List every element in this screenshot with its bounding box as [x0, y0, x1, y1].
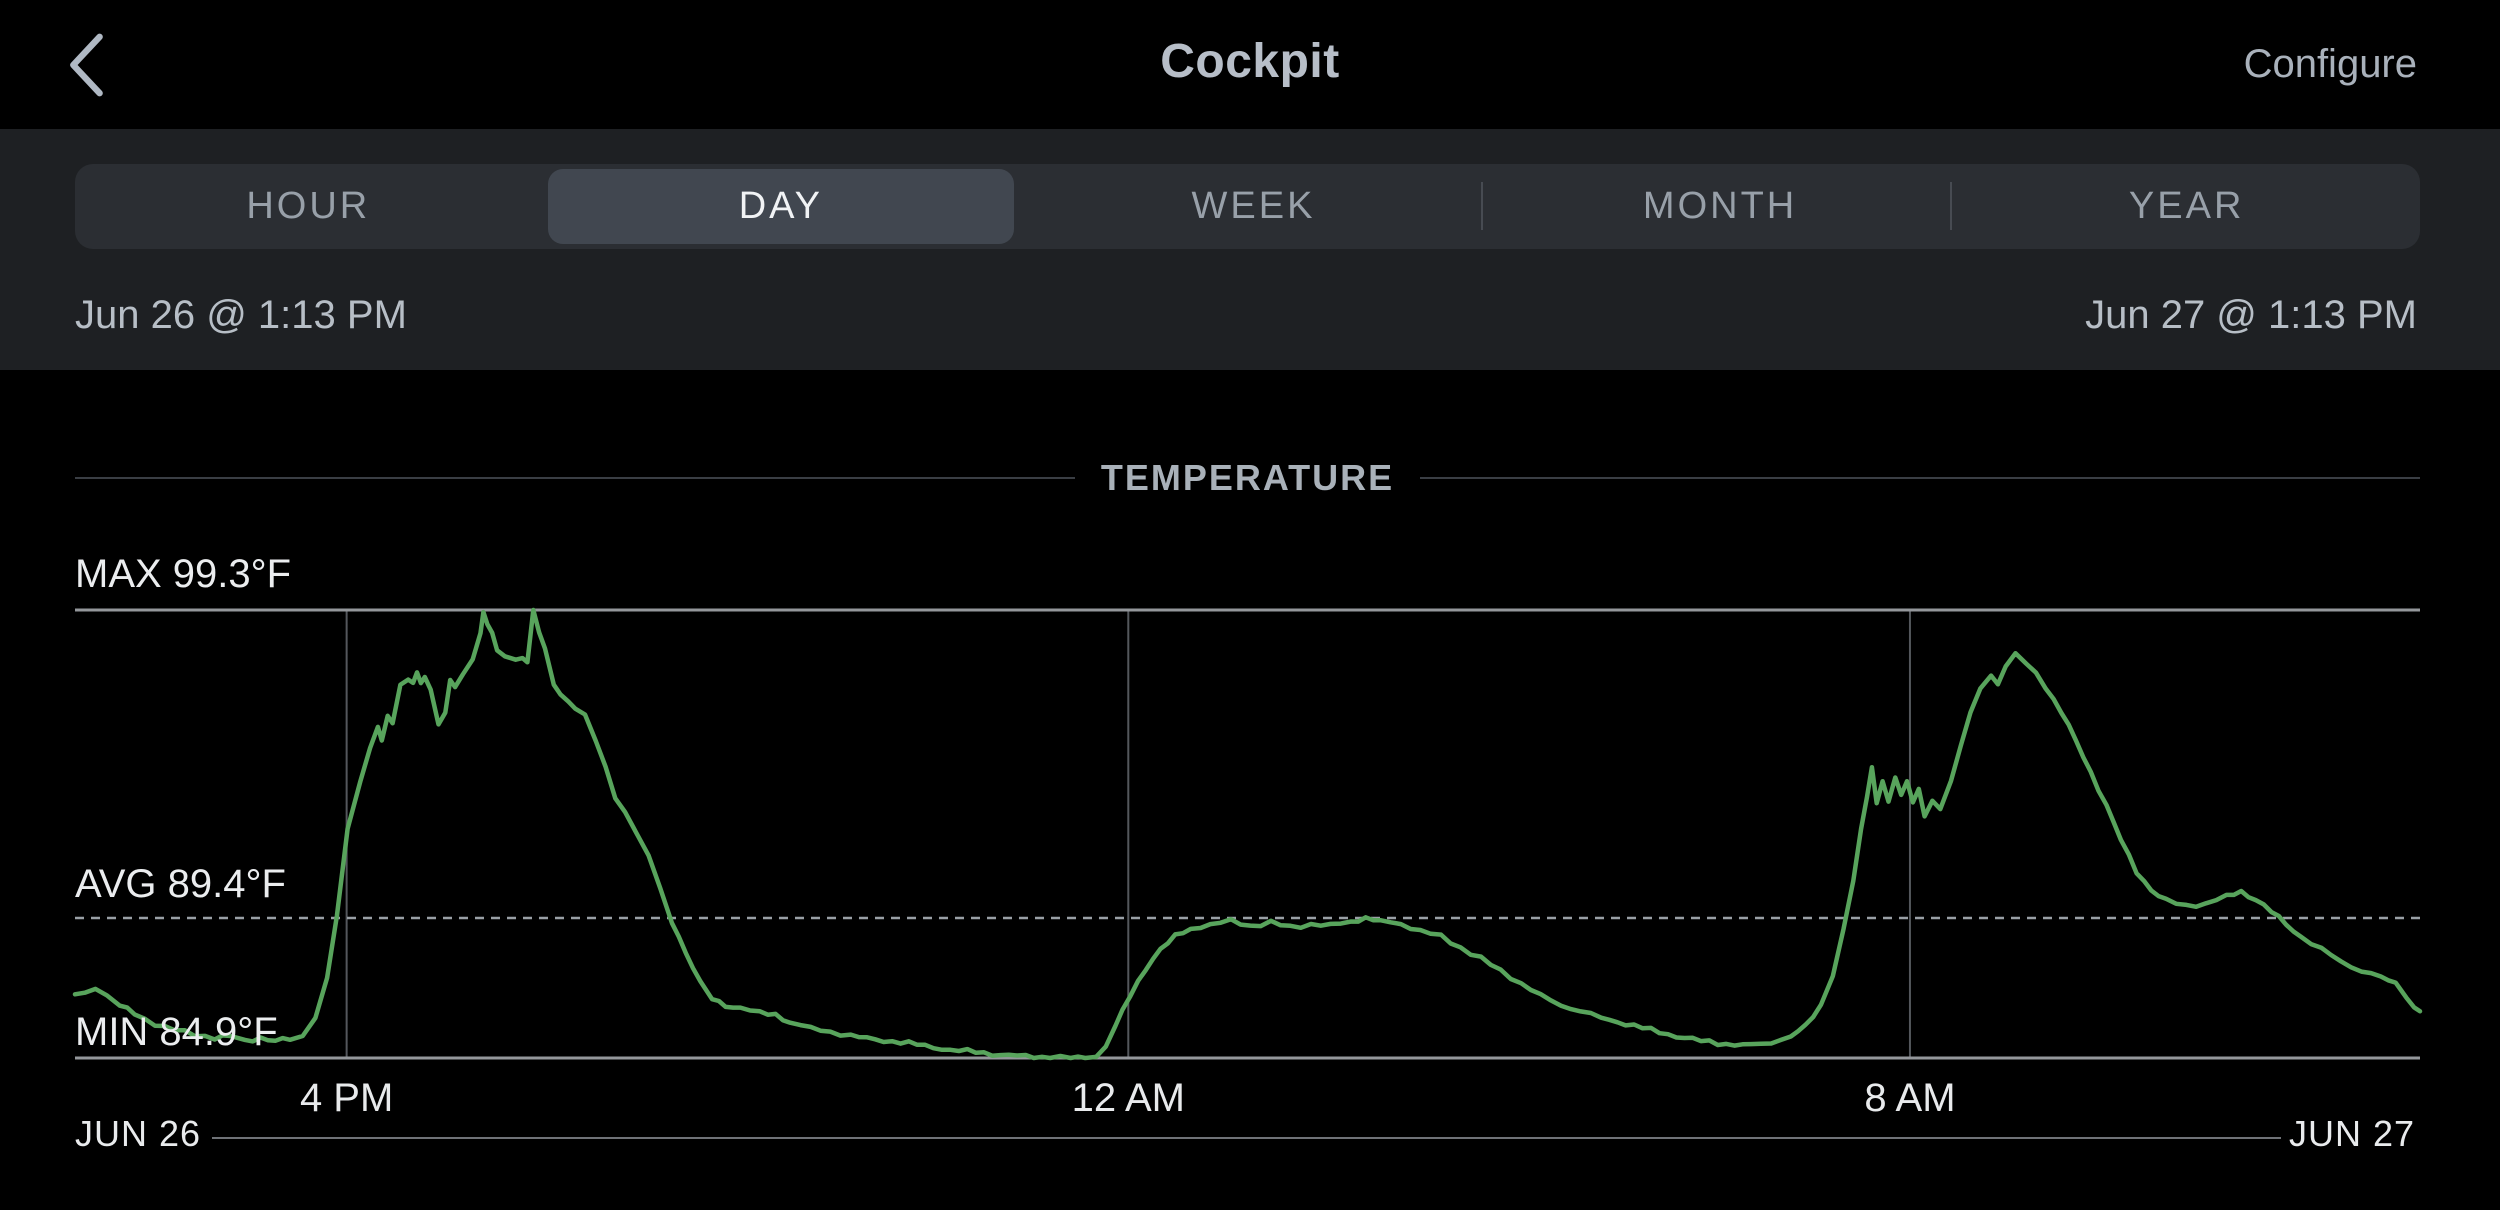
tab-year[interactable]: YEAR: [2128, 185, 2245, 227]
x-range-end-label: JUN 27: [2288, 1113, 2415, 1154]
range-control-panel: HOUR DAY WEEK MONTH YEAR Jun 26 @ 1:13 P…: [0, 129, 2500, 370]
temperature-line: [72, 607, 2423, 1061]
max-temperature-label: MAX 99.3°F: [75, 552, 292, 596]
range-start-datetime: Jun 26 @ 1:13 PM: [75, 293, 407, 337]
x-tick-8am: 8 AM: [1864, 1076, 1956, 1120]
x-tick-12am: 12 AM: [1071, 1076, 1185, 1120]
tab-week[interactable]: WEEK: [1191, 185, 1316, 227]
configure-button[interactable]: Configure: [2243, 42, 2417, 86]
chart-title: TEMPERATURE: [1100, 457, 1395, 498]
tab-month[interactable]: MONTH: [1642, 185, 1798, 227]
temperature-chart-section: TEMPERATURE MAX 99.3°F AVG 89.4°F MIN 84…: [0, 370, 2500, 1210]
back-button[interactable]: [56, 26, 116, 104]
time-range-segmented-control: HOUR DAY WEEK MONTH YEAR: [75, 164, 2420, 249]
page-title: Cockpit: [1160, 35, 1340, 88]
header-rule-right: [1420, 477, 2420, 479]
segment-divider: [1481, 182, 1483, 230]
range-end-datetime: Jun 27 @ 1:13 PM: [2085, 293, 2417, 337]
chevron-left-icon: [70, 33, 103, 97]
tab-hour[interactable]: HOUR: [246, 185, 371, 227]
avg-temperature-label: AVG 89.4°F: [75, 862, 286, 906]
x-tick-4pm: 4 PM: [299, 1076, 394, 1120]
chart-canvas[interactable]: [0, 370, 2500, 1210]
section-header: TEMPERATURE: [75, 455, 2420, 501]
tab-day[interactable]: DAY: [547, 169, 1015, 244]
segment-divider: [1950, 182, 1952, 230]
top-nav-bar: Cockpit Configure: [0, 0, 2500, 129]
min-temperature-label: MIN 84.9°F: [75, 1010, 278, 1054]
x-range-start-label: JUN 26: [75, 1113, 202, 1154]
header-rule-left: [75, 477, 1075, 479]
